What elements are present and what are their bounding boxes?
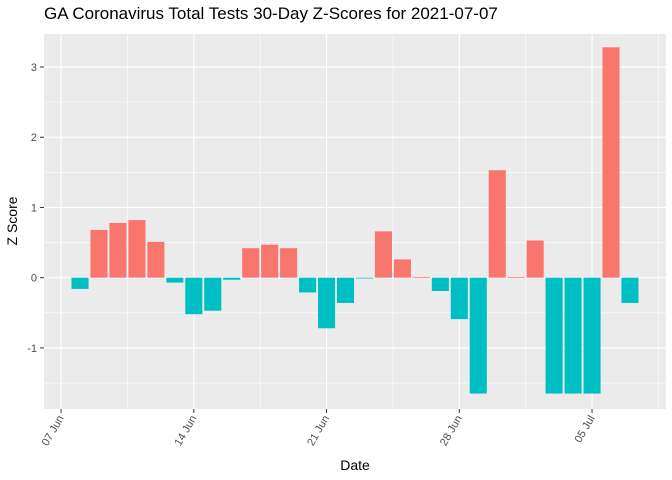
bar	[71, 277, 89, 289]
bar	[393, 259, 411, 278]
bar	[109, 222, 127, 278]
x-tick-label: 07 Jun	[40, 414, 67, 449]
bar	[488, 170, 506, 278]
bar	[185, 277, 203, 315]
x-axis: 07 Jun 14 Jun 21 Jun 28 Jun 05 Jul	[40, 409, 598, 448]
bar	[90, 229, 108, 278]
bar	[336, 277, 355, 303]
bar	[583, 277, 601, 394]
bar	[469, 277, 487, 394]
y-axis-title: Z Score	[4, 196, 20, 245]
bar	[299, 277, 317, 293]
y-tick-label: 1	[31, 202, 37, 214]
y-tick-label: 2	[31, 132, 37, 144]
bar	[318, 277, 336, 329]
y-tick-label: -1	[27, 343, 37, 355]
bar	[621, 277, 639, 303]
x-tick-label: 21 Jun	[305, 414, 332, 449]
bar	[602, 47, 620, 278]
bar	[147, 241, 165, 278]
bar	[261, 244, 279, 278]
bar	[204, 277, 222, 311]
bar	[564, 277, 582, 394]
bar	[450, 277, 468, 320]
bar	[526, 240, 544, 278]
bar	[280, 248, 298, 278]
minor-x-gridlines	[127, 34, 659, 409]
bar	[431, 277, 449, 292]
y-axis: -1 0 1 2 3	[27, 62, 44, 355]
bar	[374, 231, 392, 278]
bar	[355, 277, 374, 279]
bar	[223, 277, 241, 280]
x-tick-label: 28 Jun	[438, 414, 465, 449]
bar	[507, 276, 525, 278]
y-tick-label: 0	[31, 273, 37, 285]
bar-series	[71, 47, 639, 394]
bar	[242, 248, 260, 278]
bar	[128, 220, 146, 278]
bar	[166, 277, 184, 283]
x-axis-title: Date	[340, 457, 370, 473]
x-tick-label: 05 Jul	[573, 414, 598, 445]
chart-title: GA Coronavirus Total Tests 30-Day Z-Scor…	[44, 4, 498, 23]
y-tick-label: 3	[31, 62, 37, 74]
x-tick-label: 14 Jun	[173, 414, 200, 449]
bar	[545, 277, 563, 394]
bar	[412, 276, 430, 278]
